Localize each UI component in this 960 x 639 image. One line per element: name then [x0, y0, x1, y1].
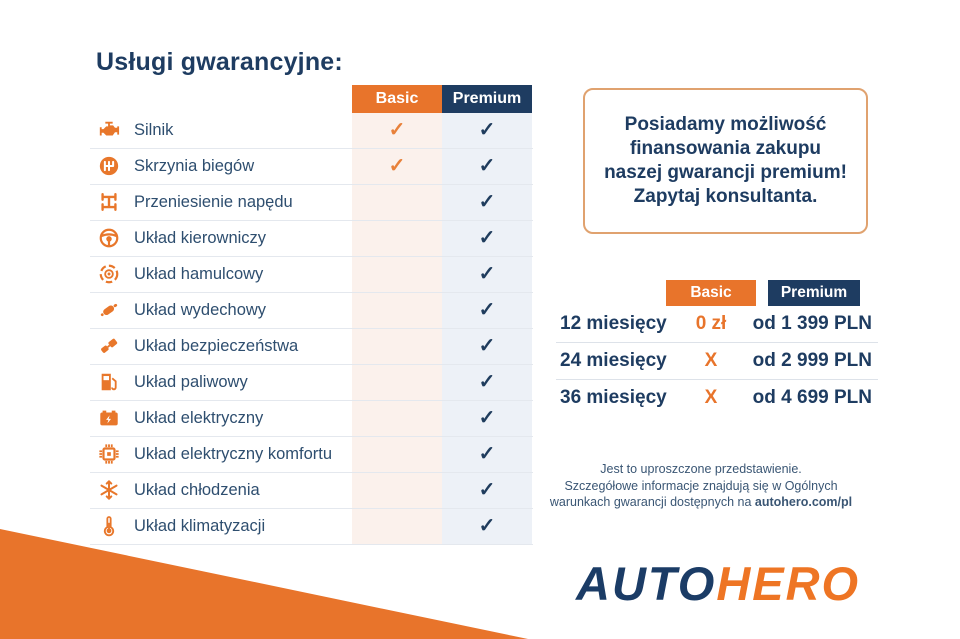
engine-icon	[98, 119, 120, 141]
service-label: Układ chłodzenia	[134, 481, 260, 499]
pricing-period: 24 miesięcy	[560, 350, 667, 371]
service-row: Przeniesienie napędu ✓	[90, 185, 533, 221]
service-label: Układ elektryczny	[134, 409, 264, 427]
premium-check: ✓	[478, 371, 496, 393]
service-label: Układ hamulcowy	[134, 265, 264, 283]
disclaimer-line-1: Jest to uproszczone przedstawienie.	[600, 462, 802, 476]
service-label: Układ paliwowy	[134, 373, 248, 391]
chip-icon	[98, 443, 120, 465]
seatbelt-icon	[98, 335, 120, 357]
services-header-premium: Premium	[442, 85, 532, 113]
service-row: Silnik ✓ ✓	[90, 113, 533, 149]
pricing-basic-value: X	[704, 350, 718, 371]
services-table: Silnik ✓ ✓ Skrzynia biegów ✓ ✓ Przeniesienie n…	[90, 113, 533, 545]
gearbox-icon	[98, 155, 120, 177]
service-row: Skrzynia biegów ✓ ✓	[90, 149, 533, 185]
service-label: Układ wydechowy	[134, 301, 267, 319]
disclaimer-line-2: Szczegółowe informacje znajdują się w Og…	[564, 478, 838, 493]
basic-check: ✓	[388, 155, 406, 177]
service-row: Układ kierowniczy ✓	[90, 221, 533, 257]
pricing-premium-value: od 4 699 PLN	[752, 387, 872, 408]
fuel-pump-icon	[98, 371, 120, 393]
pricing-basic-value: 0 zł	[695, 313, 727, 334]
thermometer-icon	[98, 515, 120, 537]
premium-check: ✓	[478, 191, 496, 213]
service-row: Układ paliwowy ✓	[90, 365, 533, 401]
pricing-row: 12 miesięcy 0 zł od 1 399 PLN	[556, 306, 878, 343]
battery-icon	[98, 407, 120, 429]
disclaimer: Jest to uproszczone przedstawienie. Szcz…	[545, 461, 857, 511]
brake-disc-icon	[98, 263, 120, 285]
pricing-premium-value: od 1 399 PLN	[752, 313, 872, 334]
premium-check: ✓	[478, 479, 496, 501]
premium-check: ✓	[478, 227, 496, 249]
service-row: Układ elektryczny ✓	[90, 401, 533, 437]
logo-auto: AUTO	[576, 557, 717, 610]
service-row: Układ klimatyzacji ✓	[90, 509, 533, 545]
basic-column-tint	[352, 113, 442, 545]
pricing-period: 36 miesięcy	[560, 387, 667, 408]
service-row: Układ chłodzenia ✓	[90, 473, 533, 509]
premium-check: ✓	[478, 443, 496, 465]
promo-line: finansowania zakupu	[629, 138, 822, 159]
service-row: Układ elektryczny komfortu ✓	[90, 437, 533, 473]
service-label: Skrzynia biegów	[134, 157, 255, 175]
orange-wedge-decoration	[0, 529, 528, 639]
premium-check: ✓	[478, 335, 496, 357]
autohero-url: autohero.com/pl	[754, 495, 853, 509]
disclaimer-line-3-text: warunkach gwarancji dostępnych na	[549, 495, 755, 509]
exhaust-icon	[98, 299, 120, 321]
service-label: Przeniesienie napędu	[134, 193, 293, 211]
page-title: Usługi gwarancyjne:	[96, 48, 343, 76]
service-label: Układ kierowniczy	[134, 229, 267, 247]
pricing-header-basic: Basic	[666, 280, 756, 306]
premium-check: ✓	[478, 155, 496, 177]
promo-line: naszej gwarancji premium!	[604, 162, 847, 183]
service-row: Układ bezpieczeństwa ✓	[90, 329, 533, 365]
pricing-header-premium: Premium	[768, 280, 860, 306]
promo-line: Posiadamy możliwość	[624, 114, 827, 135]
pricing-premium-value: od 2 999 PLN	[752, 350, 872, 371]
services-header-basic: Basic	[352, 85, 442, 113]
pricing-period: 12 miesięcy	[560, 313, 667, 334]
promo-box: Posiadamy możliwość finansowania zakupu na…	[583, 88, 868, 234]
basic-check: ✓	[388, 119, 406, 141]
service-label: Układ elektryczny komfortu	[134, 445, 333, 463]
steering-wheel-icon	[98, 227, 120, 249]
disclaimer-line-3: warunkach gwarancji dostępnych na autohe…	[545, 494, 857, 511]
drivetrain-icon	[98, 191, 120, 213]
pricing-basic-value: X	[704, 387, 718, 408]
promo-line: Zapytaj konsultanta.	[633, 186, 818, 207]
premium-check: ✓	[478, 119, 496, 141]
service-label: Układ klimatyzacji	[134, 517, 266, 535]
premium-check: ✓	[478, 263, 496, 285]
autohero-logo: AUTOHERO	[576, 556, 860, 611]
premium-check: ✓	[478, 407, 496, 429]
service-label: Silnik	[134, 121, 174, 139]
snowflake-icon	[98, 479, 120, 501]
logo-hero: HERO	[716, 557, 861, 610]
service-row: Układ hamulcowy ✓	[90, 257, 533, 293]
premium-check: ✓	[478, 515, 496, 537]
service-row: Układ wydechowy ✓	[90, 293, 533, 329]
premium-column-tint	[442, 113, 532, 545]
premium-check: ✓	[478, 299, 496, 321]
service-label: Układ bezpieczeństwa	[134, 337, 299, 355]
